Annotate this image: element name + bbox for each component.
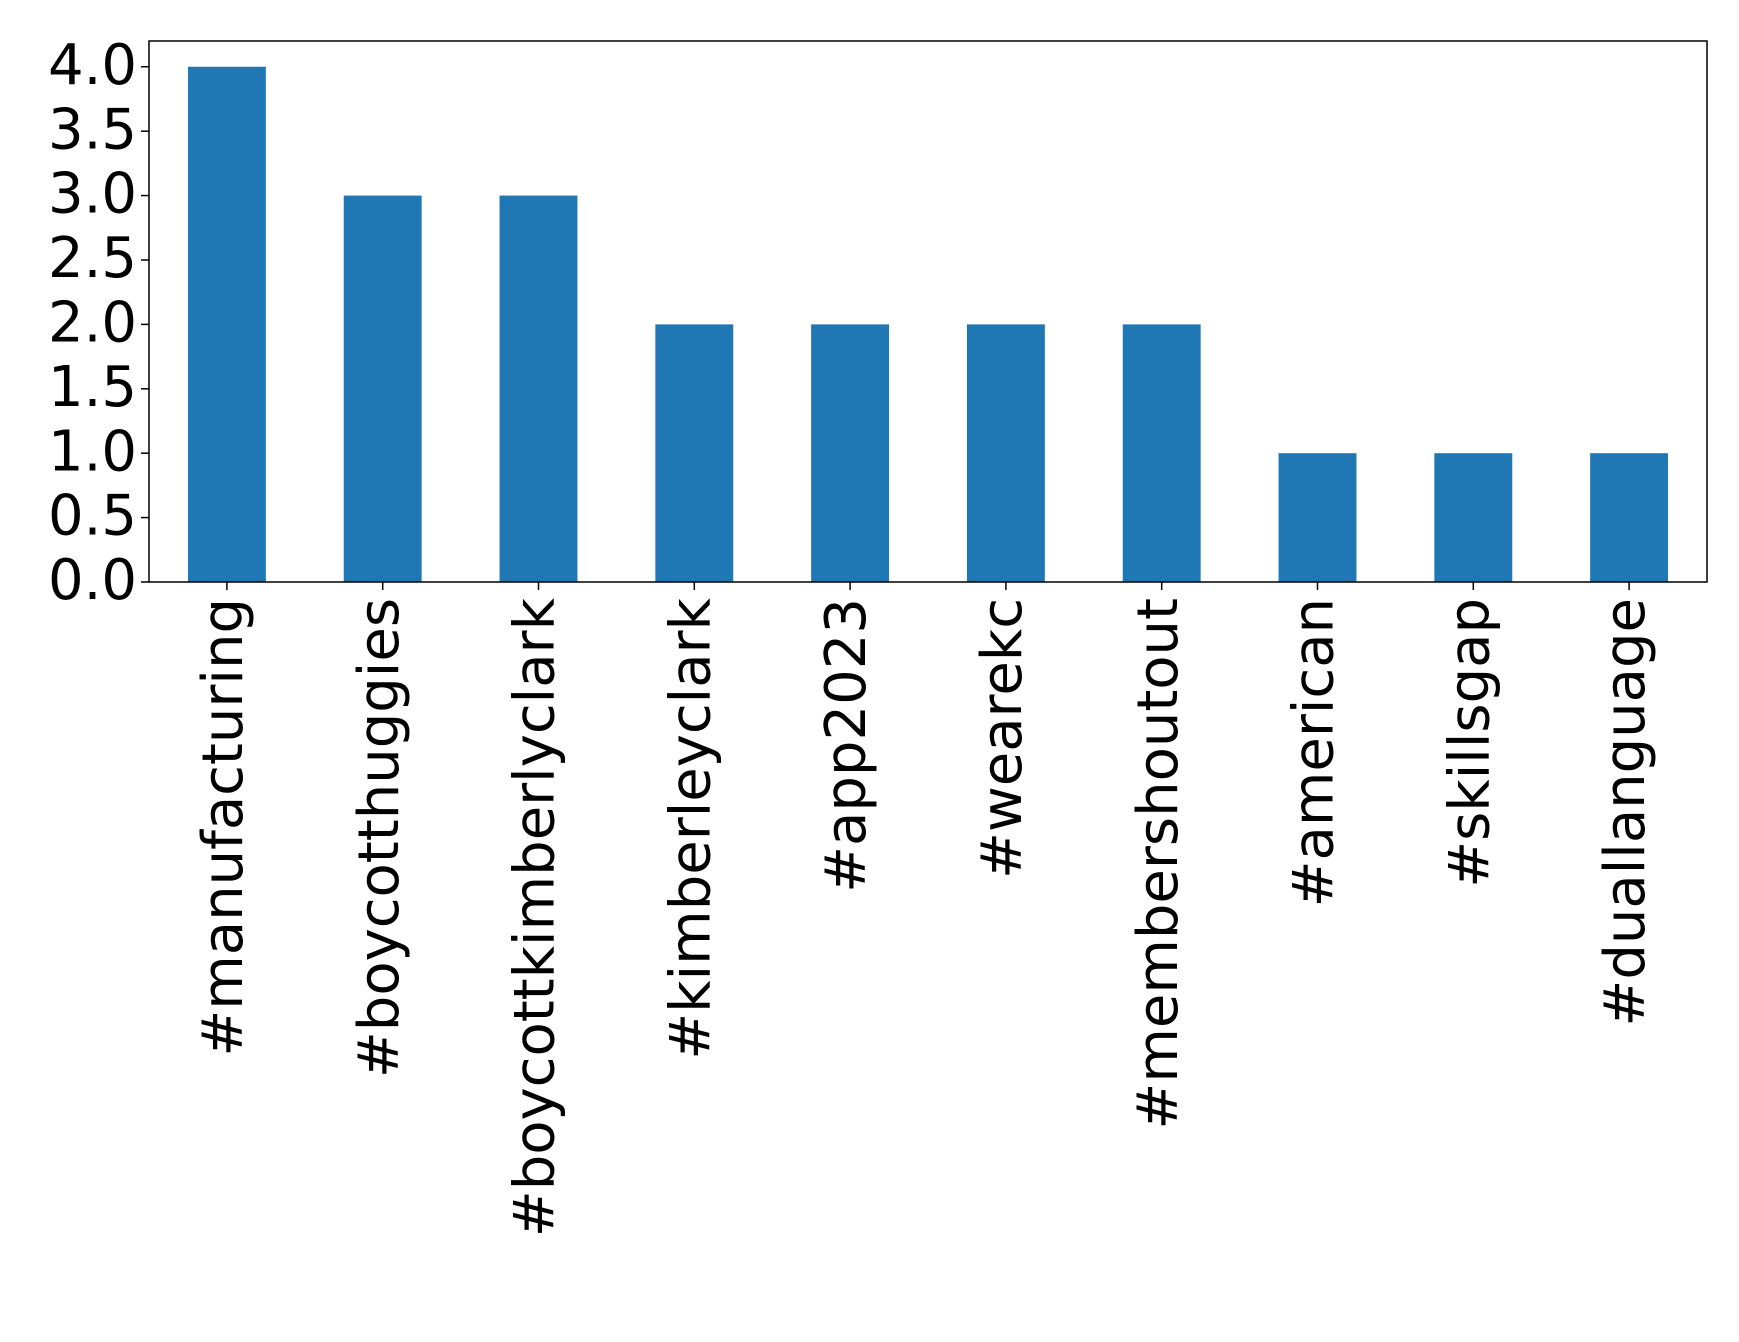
x-tick-label: #duallanguage xyxy=(1593,598,1658,1027)
y-tick-label: 3.5 xyxy=(48,97,137,162)
bar xyxy=(187,66,266,582)
x-tick-label: #membershoutout xyxy=(1126,598,1191,1130)
x-tick-label: #skillsgap xyxy=(1437,598,1502,888)
y-tick-label: 3.0 xyxy=(48,162,137,227)
x-tick-label: #manufacturing xyxy=(191,598,256,1057)
x-tick-label: #boycotthuggies xyxy=(347,598,412,1078)
bar xyxy=(966,324,1045,582)
x-tick-label: #boycottkimberlyclark xyxy=(503,597,568,1237)
x-tick-label: #app2023 xyxy=(814,598,879,893)
bar xyxy=(343,195,422,583)
bar xyxy=(1122,324,1201,582)
y-tick-label: 4.0 xyxy=(48,33,137,98)
y-tick-label: 1.0 xyxy=(48,419,137,484)
plot-frame xyxy=(148,40,1708,583)
y-tick-label: 0.5 xyxy=(48,484,137,549)
x-tick-label: #wearekc xyxy=(970,598,1035,879)
y-tick-label: 2.5 xyxy=(48,226,137,291)
bar xyxy=(811,324,890,582)
x-tick-label: #kimberleyclark xyxy=(658,597,723,1059)
y-tick-label: 1.5 xyxy=(48,355,137,420)
bar xyxy=(1590,453,1669,582)
bar xyxy=(1278,453,1357,582)
x-tick-label: #american xyxy=(1282,598,1347,907)
bar xyxy=(1434,453,1513,582)
y-tick-label: 0.0 xyxy=(48,548,137,613)
y-tick-label: 2.0 xyxy=(48,291,137,356)
bar xyxy=(499,195,578,583)
bar xyxy=(655,324,734,582)
